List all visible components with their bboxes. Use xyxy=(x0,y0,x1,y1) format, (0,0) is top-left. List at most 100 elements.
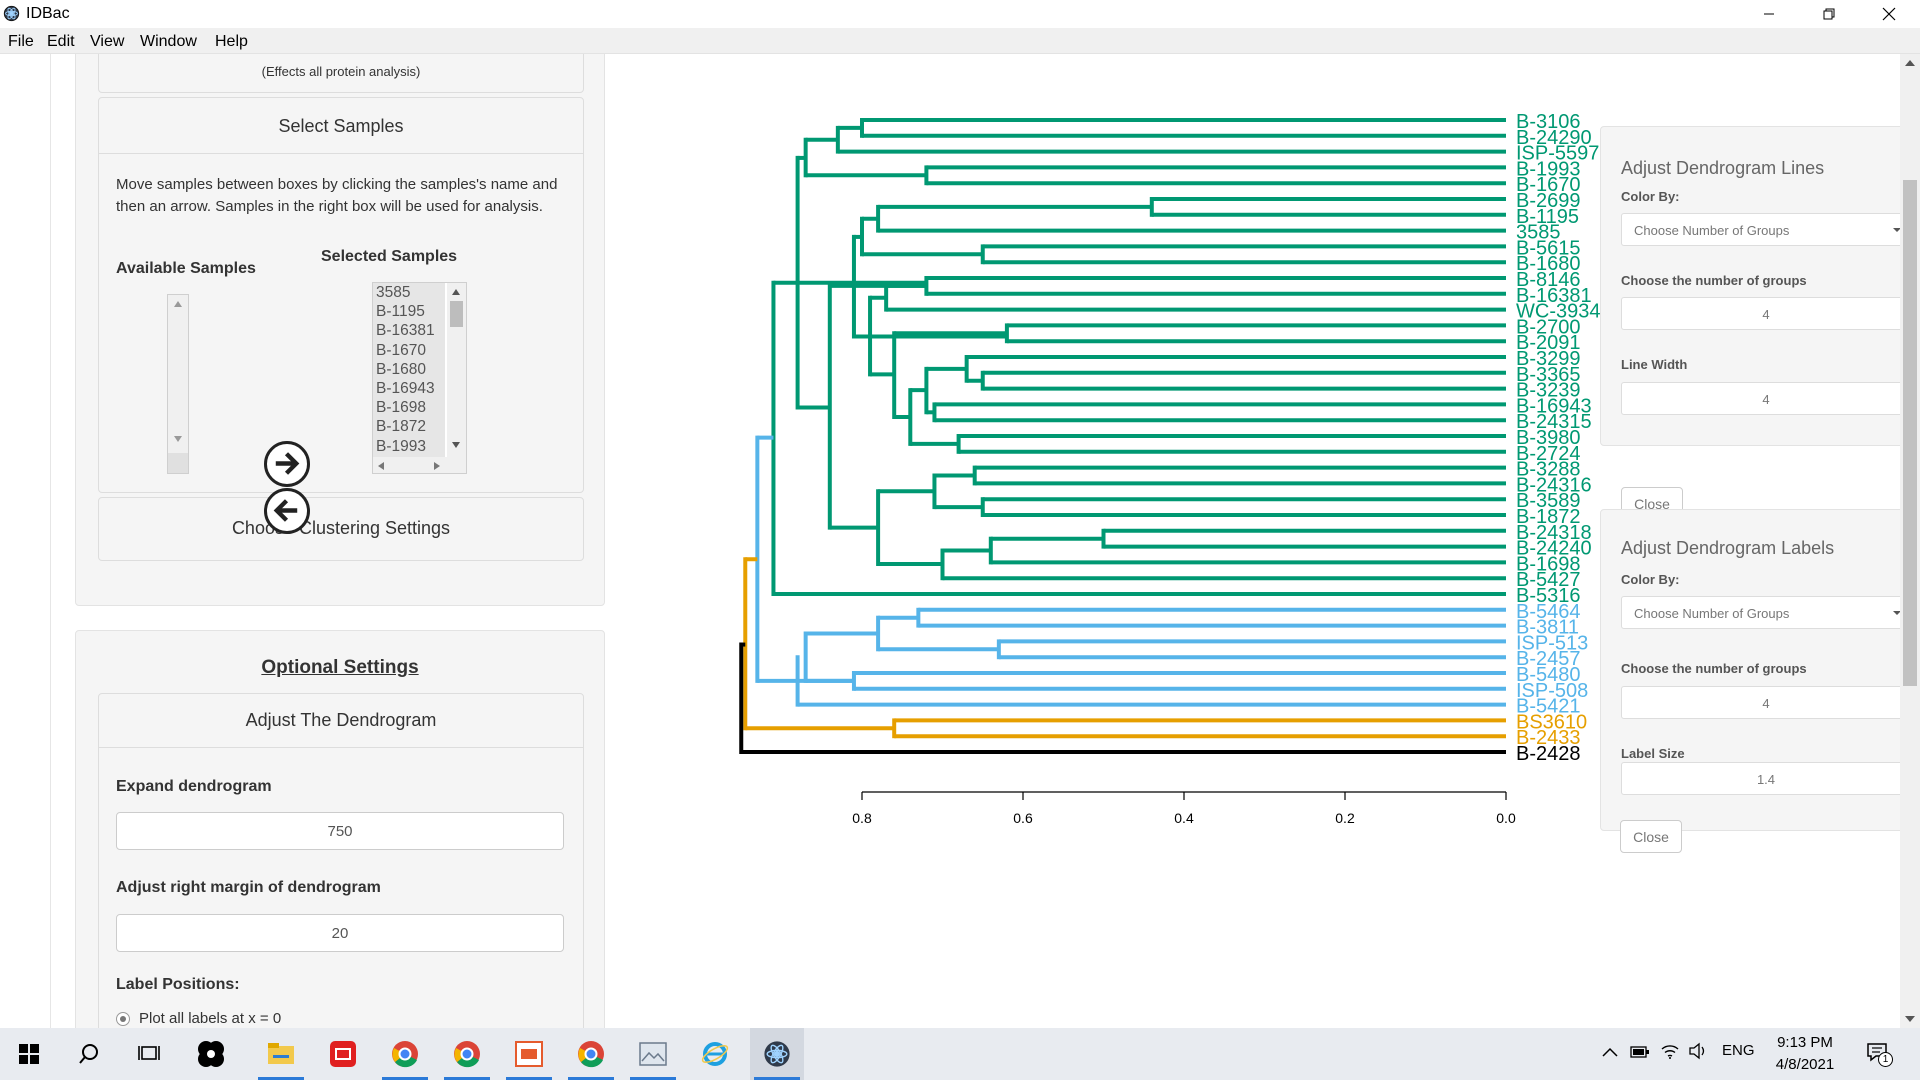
scroll-right-icon[interactable] xyxy=(433,461,441,471)
labels-color-by-label: Color By: xyxy=(1621,572,1680,587)
optional-settings-panel: Optional Settings Adjust The Dendrogram … xyxy=(75,630,605,1028)
adjust-dendrogram-header[interactable]: Adjust The Dendrogram xyxy=(99,694,583,748)
menu-edit[interactable]: Edit xyxy=(47,33,75,50)
x-axis-tick-label: 0.2 xyxy=(1335,810,1355,826)
radio-dot xyxy=(120,1016,126,1022)
remove-from-selected-button[interactable] xyxy=(264,488,310,534)
chevron-down-icon xyxy=(1893,228,1901,232)
internet-explorer-icon xyxy=(701,1042,729,1066)
language-indicator[interactable]: ENG xyxy=(1722,1042,1755,1059)
selected-sample-item[interactable]: B-16381 xyxy=(376,322,435,340)
menu-window[interactable]: Window xyxy=(140,33,197,50)
effects-note: (Effects all protein analysis) xyxy=(261,64,421,79)
taskbar-app-1[interactable] xyxy=(184,1028,238,1080)
labels-color-by-select[interactable]: Choose Number of Groups xyxy=(1621,596,1911,629)
notification-icon xyxy=(1867,1043,1887,1062)
restore-button[interactable] xyxy=(1800,0,1858,28)
taskbar-app-youdao[interactable] xyxy=(316,1028,370,1080)
right-margin-input[interactable]: 20 xyxy=(116,914,564,952)
menu-file[interactable]: File xyxy=(8,33,34,50)
menu-help[interactable]: Help xyxy=(215,33,248,50)
lines-color-by-select[interactable]: Choose Number of Groups xyxy=(1621,213,1911,246)
lines-groups-input[interactable]: 4 xyxy=(1621,297,1911,330)
scroll-up-icon[interactable] xyxy=(1905,60,1915,66)
clock-time[interactable]: 9:13 PM xyxy=(1777,1034,1833,1051)
label-position-option[interactable]: Plot all labels at x = 0 xyxy=(139,1010,282,1027)
wifi-icon[interactable] xyxy=(1660,1042,1680,1060)
scroll-thumb[interactable] xyxy=(450,301,463,327)
task-view-icon xyxy=(138,1046,160,1060)
selected-sample-item[interactable]: B-1698 xyxy=(376,399,426,417)
taskbar-pdf-app[interactable] xyxy=(502,1028,556,1080)
listbox-scrollbar[interactable] xyxy=(447,283,466,457)
dendrogram-leaf-label: B-24316 xyxy=(1516,474,1592,496)
selected-sample-item[interactable]: B-1670 xyxy=(376,341,426,359)
scroll-down-icon[interactable] xyxy=(173,435,183,443)
selected-sample-item[interactable]: B-1680 xyxy=(376,360,426,378)
taskbar-image-app[interactable] xyxy=(626,1028,680,1080)
clock-date[interactable]: 4/8/2021 xyxy=(1775,1056,1835,1073)
window-title: IDBac xyxy=(26,5,70,22)
dendrogram-leaf-label: B-2428 xyxy=(1516,743,1581,765)
taskbar-ie[interactable] xyxy=(688,1028,742,1080)
dendrogram-leaf-label: B-3288 xyxy=(1516,459,1581,481)
taskbar-chrome-2[interactable] xyxy=(440,1028,494,1080)
page-scroll-thumb[interactable] xyxy=(1903,180,1917,686)
notification-count: 1 xyxy=(1878,1052,1893,1067)
clustering-settings-panel[interactable]: Choose Clustering Settings xyxy=(98,497,584,561)
selected-sample-item[interactable]: B-1195 xyxy=(376,303,425,321)
selected-sample-item[interactable]: B-1872 xyxy=(376,418,426,436)
line-width-input[interactable]: 4 xyxy=(1621,382,1911,415)
add-to-selected-button[interactable] xyxy=(264,441,310,487)
expand-dendrogram-label: Expand dendrogram xyxy=(116,778,272,795)
label-position-radio[interactable] xyxy=(116,1012,130,1026)
pinwheel-app-icon xyxy=(198,1041,224,1067)
volume-icon[interactable] xyxy=(1688,1042,1708,1060)
page-scrollbar[interactable] xyxy=(1900,54,1920,1028)
minimize-button[interactable] xyxy=(1740,0,1798,28)
adjust-lines-panel: Adjust Dendrogram Lines Color By: Choose… xyxy=(1600,126,1920,520)
dendrogram-leaf-label: ISP-513 xyxy=(1516,632,1588,654)
listbox-hscrollbar[interactable] xyxy=(373,457,466,473)
menu-view[interactable]: View xyxy=(90,33,125,50)
dendrogram-leaf-label: B-5480 xyxy=(1516,664,1581,686)
active-indicator xyxy=(444,1077,490,1080)
arrow-right-icon xyxy=(275,452,300,475)
x-axis-tick-label: 0.8 xyxy=(852,810,872,826)
start-button[interactable] xyxy=(2,1028,56,1080)
search-button[interactable] xyxy=(62,1028,116,1080)
notifications-button[interactable]: 1 xyxy=(1866,1042,1893,1067)
selected-samples-items[interactable]: 3585 B-1195 B-16381 B-1670 B-1680 B-16943 B-16… xyxy=(373,283,445,457)
selected-samples-listbox[interactable]: 3585 B-1195 B-16381 B-1670 B-1680 B-16943 B-16… xyxy=(372,282,467,474)
taskbar-idbac[interactable] xyxy=(750,1028,804,1080)
dendrogram-leaf-label: B-1698 xyxy=(1516,553,1581,575)
selected-sample-item[interactable]: B-16943 xyxy=(376,379,435,397)
chevron-up-icon[interactable] xyxy=(1602,1047,1618,1057)
adjust-labels-title: Adjust Dendrogram Labels xyxy=(1621,538,1835,558)
scroll-down-icon[interactable] xyxy=(1905,1016,1915,1022)
scroll-up-icon[interactable] xyxy=(173,300,183,308)
active-indicator xyxy=(568,1077,614,1080)
available-samples-listbox[interactable] xyxy=(167,294,189,474)
dendrogram-leaf-label: WC-3934 xyxy=(1516,301,1600,323)
expand-dendrogram-input[interactable]: 750 xyxy=(116,812,564,850)
scroll-down-icon[interactable] xyxy=(451,441,461,449)
label-size-input[interactable]: 1.4 xyxy=(1621,762,1911,795)
labels-close-button[interactable]: Close xyxy=(1620,820,1682,853)
labels-groups-input[interactable]: 4 xyxy=(1621,686,1911,719)
task-view-button[interactable] xyxy=(122,1028,176,1080)
taskbar-file-explorer[interactable] xyxy=(254,1028,308,1080)
close-window-button[interactable] xyxy=(1860,0,1918,28)
scroll-left-icon[interactable] xyxy=(377,461,385,471)
select-samples-header[interactable]: Select Samples xyxy=(99,98,583,154)
battery-icon[interactable] xyxy=(1630,1044,1650,1060)
dendrogram-leaf-label: B-3239 xyxy=(1516,380,1581,402)
selected-sample-item[interactable]: 3585 xyxy=(376,284,411,301)
dictionary-app-icon xyxy=(330,1041,356,1067)
taskbar-chrome-3[interactable] xyxy=(564,1028,618,1080)
scroll-up-icon[interactable] xyxy=(451,288,461,296)
close-icon xyxy=(1882,7,1896,21)
dendrogram-leaf-label: B-5316 xyxy=(1516,585,1581,607)
taskbar-chrome-1[interactable] xyxy=(378,1028,432,1080)
selected-sample-item[interactable]: B-1993 xyxy=(376,437,426,455)
